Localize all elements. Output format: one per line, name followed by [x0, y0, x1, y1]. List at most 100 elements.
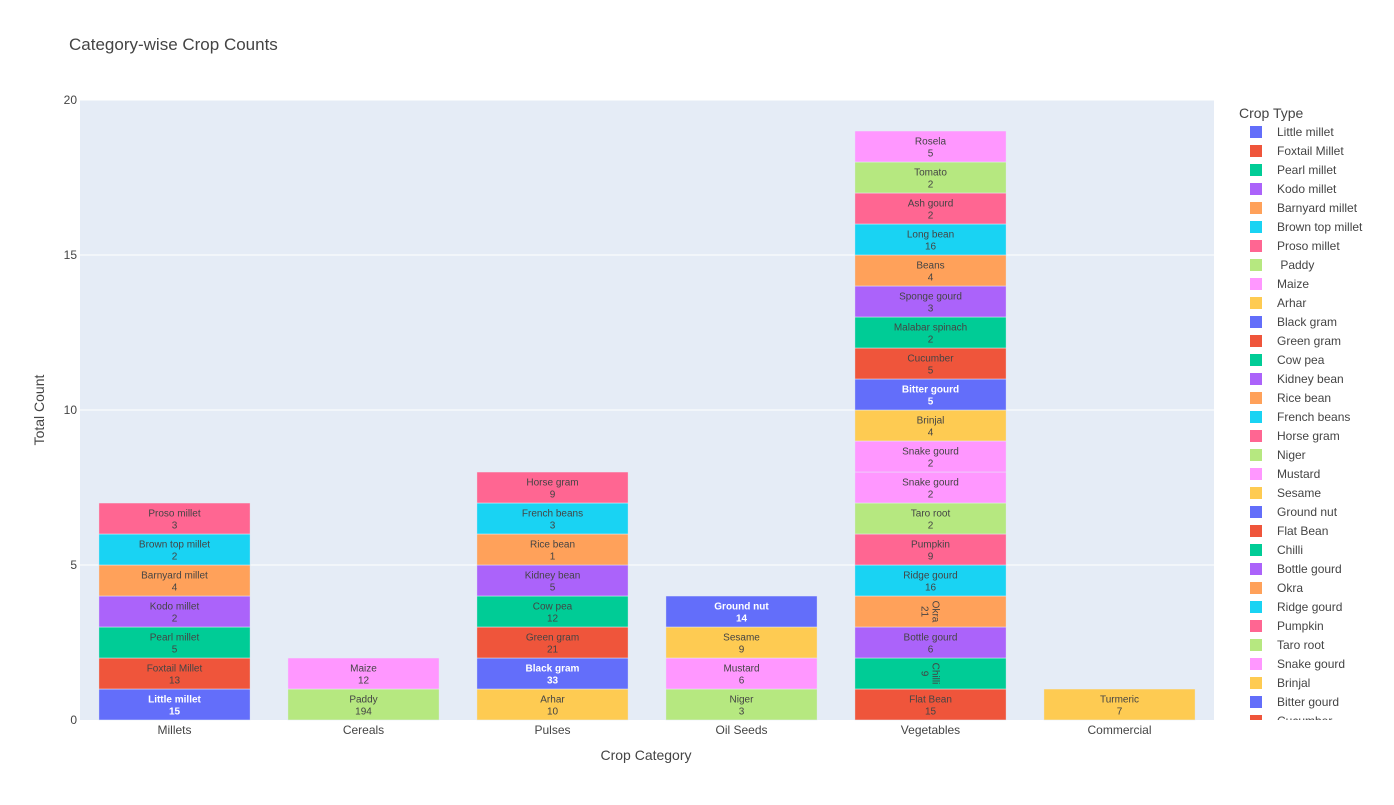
bar-label-crop: Chilli — [930, 663, 941, 685]
legend-item[interactable]: Green gram — [1250, 334, 1341, 348]
legend-item[interactable]: Kodo millet — [1250, 182, 1337, 196]
bar-label-crop: Proso millet — [148, 509, 200, 520]
legend-item[interactable]: Sesame — [1250, 486, 1321, 500]
bar-label-crop: Brown top millet — [139, 540, 210, 551]
bar-label-count: 3 — [172, 521, 178, 532]
legend-label: Little millet — [1277, 125, 1334, 139]
x-tick-label: Cereals — [343, 723, 384, 737]
legend-label: Proso millet — [1277, 239, 1340, 253]
legend-item[interactable]: Maize — [1250, 277, 1309, 291]
bar-label-count: 15 — [925, 707, 937, 718]
legend-label: Niger — [1277, 448, 1306, 462]
bar-segment — [854, 688, 1007, 721]
y-tick-label: 5 — [70, 558, 77, 572]
legend-label: Sesame — [1277, 486, 1321, 500]
legend-label: Flat Bean — [1277, 524, 1328, 538]
legend-item[interactable]: Proso millet — [1250, 239, 1340, 253]
legend-item[interactable]: Flat Bean — [1250, 524, 1328, 538]
legend-item[interactable]: Ridge gourd — [1250, 600, 1342, 614]
legend-label: Pearl millet — [1277, 163, 1337, 177]
legend-swatch — [1250, 202, 1262, 214]
legend-item[interactable]: Little millet — [1250, 125, 1334, 139]
legend-item[interactable]: Cucumber — [1250, 714, 1332, 728]
bar-segment — [476, 688, 629, 721]
legend-label: French beans — [1277, 410, 1350, 424]
bar-segment — [854, 223, 1007, 256]
legend-item[interactable]: Pearl millet — [1250, 163, 1337, 177]
bar-label-crop: Paddy — [349, 695, 377, 706]
bar-label-crop: Tomato — [914, 168, 947, 179]
bar-segment — [854, 471, 1007, 504]
legend-item[interactable]: Arhar — [1250, 296, 1306, 310]
bar-label-count: 2 — [172, 614, 178, 625]
legend-item[interactable]: Paddy — [1250, 258, 1314, 272]
bar-label-count: 4 — [928, 273, 934, 284]
bar-label-crop: Taro root — [911, 509, 951, 520]
bar-segment — [287, 688, 440, 721]
bar-segment — [98, 533, 251, 566]
bar-label-count: 4 — [172, 583, 178, 594]
bar-label-crop: Ridge gourd — [903, 571, 957, 582]
legend-swatch — [1250, 639, 1262, 651]
legend-item[interactable]: Kidney bean — [1250, 372, 1344, 386]
bar-label-crop: Okra — [930, 601, 941, 623]
bar-label-count: 2 — [928, 521, 934, 532]
legend-label: Mustard — [1277, 467, 1320, 481]
legend-item[interactable]: Barnyard millet — [1250, 201, 1358, 215]
legend-label: Bitter gourd — [1277, 695, 1339, 709]
bar-label-crop: Bottle gourd — [904, 633, 958, 644]
bar-label-count: 16 — [925, 242, 937, 253]
legend-item[interactable]: Horse gram — [1250, 429, 1340, 443]
legend-item[interactable]: Ground nut — [1250, 505, 1338, 519]
bar-label-crop: Turmeric — [1100, 695, 1139, 706]
legend-item[interactable]: Cow pea — [1250, 353, 1325, 367]
bar-label-count: 2 — [928, 335, 934, 346]
legend-item[interactable]: Snake gourd — [1250, 657, 1345, 671]
legend-label: Arhar — [1277, 296, 1306, 310]
legend-item[interactable]: Okra — [1250, 581, 1303, 595]
legend-item[interactable]: French beans — [1250, 410, 1350, 424]
legend-item[interactable]: Mustard — [1250, 467, 1320, 481]
legend-label: Maize — [1277, 277, 1309, 291]
legend-swatch — [1250, 449, 1262, 461]
legend-item[interactable]: Brown top millet — [1250, 220, 1363, 234]
x-tick-label: Oil Seeds — [715, 723, 767, 737]
bar-label-crop: Kodo millet — [150, 602, 200, 613]
legend-item[interactable]: Black gram — [1250, 315, 1337, 329]
bar-segment — [854, 626, 1007, 659]
chart-title: Category-wise Crop Counts — [69, 35, 278, 54]
legend-swatch — [1250, 715, 1262, 720]
bar-label-count: 12 — [358, 676, 370, 687]
legend-item[interactable]: Brinjal — [1250, 676, 1310, 690]
legend-swatch — [1250, 468, 1262, 480]
legend-item[interactable]: Rice bean — [1250, 391, 1331, 405]
legend-label: Okra — [1277, 581, 1303, 595]
x-tick-label: Millets — [157, 723, 191, 737]
bar-label-count: 2 — [928, 180, 934, 191]
legend-label: Paddy — [1277, 258, 1314, 272]
legend-item[interactable]: Bottle gourd — [1250, 562, 1342, 576]
legend-item[interactable]: Niger — [1250, 448, 1306, 462]
bar-label-crop: French beans — [522, 509, 583, 520]
legend-label: Kidney bean — [1277, 372, 1344, 386]
bar-segment — [287, 657, 440, 690]
bar-label-count: 10 — [547, 707, 559, 718]
legend-item[interactable]: Foxtail Millet — [1250, 144, 1344, 158]
legend-swatch — [1250, 221, 1262, 233]
legend-item[interactable]: Pumpkin — [1250, 619, 1324, 633]
legend-swatch — [1250, 601, 1262, 613]
legend-item[interactable]: Taro root — [1250, 638, 1325, 652]
bar-label-count: 12 — [547, 614, 559, 625]
bar-segment — [665, 595, 818, 628]
bar-label-crop: Malabar spinach — [894, 323, 967, 334]
legend-item[interactable]: Chilli — [1250, 543, 1303, 557]
bar-label-crop: Maize — [350, 664, 377, 675]
legend-label: Pumpkin — [1277, 619, 1324, 633]
legend-label: Foxtail Millet — [1277, 144, 1344, 158]
legend-swatch — [1250, 696, 1262, 708]
bar-segment — [854, 657, 1007, 690]
bar-label-crop: Beans — [916, 261, 944, 272]
legend-item[interactable]: Bitter gourd — [1250, 695, 1339, 709]
legend-swatch — [1250, 259, 1262, 271]
bar-label-count: 9 — [739, 645, 745, 656]
